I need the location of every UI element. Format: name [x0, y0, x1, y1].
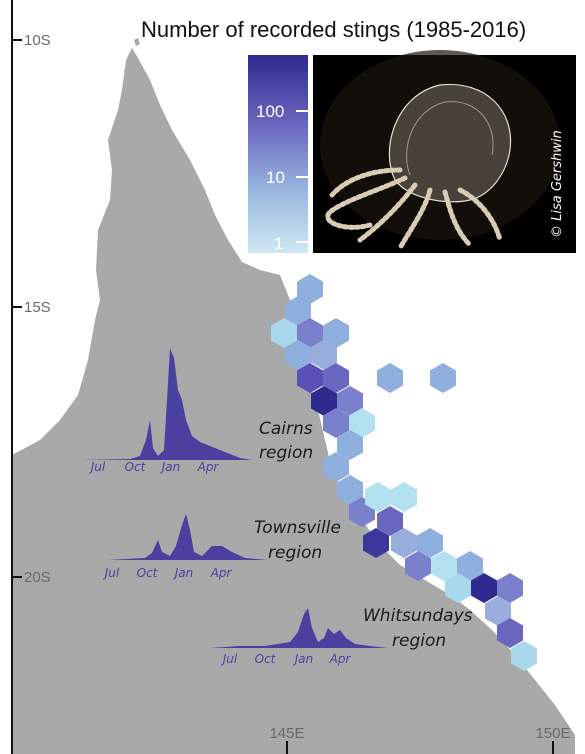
sting-hexbin: [511, 641, 537, 671]
townsville-month-jul: Jul: [103, 566, 120, 580]
legend-label-100: 100: [256, 102, 284, 121]
sting-hexbin: [323, 318, 349, 348]
sting-hexbin: [391, 528, 417, 558]
whitsundays-region-label-line2: region: [392, 631, 446, 651]
photo-glow: [320, 50, 560, 240]
sting-hexbin: [431, 551, 457, 581]
sting-hexbin: [349, 408, 375, 438]
sting-hexbin: [337, 475, 363, 505]
townsville-region-label: Townsville: [254, 518, 341, 538]
townsville-month-apr: Apr: [210, 566, 233, 580]
sting-hexbin: [323, 363, 349, 393]
sting-hexbin: [377, 506, 403, 536]
sting-hexbin: [497, 618, 523, 648]
sting-hexbin: [391, 482, 417, 512]
whitsundays-month-oct: Oct: [255, 652, 277, 666]
cairns-region-label: Cairns: [259, 419, 313, 439]
townsville-seasonality: Jul Oct Jan Apr Townsville region: [103, 514, 341, 580]
legend-colorbar: [248, 55, 308, 253]
cairns-month-jul: Jul: [89, 460, 106, 474]
sting-hexbin: [337, 430, 363, 460]
sting-hexbin: [497, 573, 523, 603]
sting-hexbin: [297, 318, 323, 348]
whitsundays-seasonality: Jul Oct Jan Apr Whitsundays region: [210, 606, 473, 666]
lat-label-10s: 10S: [24, 32, 51, 49]
sting-hexbin: [311, 340, 337, 370]
townsville-month-oct: Oct: [137, 566, 159, 580]
sting-hexbin: [405, 551, 431, 581]
whitsundays-region-label: Whitsundays: [363, 606, 473, 626]
sting-hexbins: [271, 274, 537, 671]
jellyfish-photo: © Lisa Gershwin: [313, 50, 576, 253]
lon-label-150e: 150E: [535, 725, 570, 742]
jellyfish-tentacles: [325, 167, 503, 251]
cairns-density-curve: [82, 348, 252, 460]
townsville-month-jan: Jan: [173, 566, 194, 580]
sting-hexbin: [430, 363, 456, 393]
whitsundays-month-jul: Jul: [221, 652, 238, 666]
island: [134, 38, 140, 46]
island: [124, 66, 132, 78]
sting-hexbin: [417, 528, 443, 558]
cairns-month-oct: Oct: [125, 460, 147, 474]
whitsundays-month-jan: Jan: [293, 652, 314, 666]
sting-hexbin: [297, 274, 323, 304]
sting-hexbin: [485, 596, 511, 626]
cairns-seasonality: Jul Oct Jan Apr Cairns region: [82, 348, 313, 474]
townsville-density-curve: [108, 514, 268, 560]
sting-hexbin: [297, 363, 323, 393]
map-title: Number of recorded stings (1985-2016): [141, 17, 526, 42]
townsville-region-label-line2: region: [268, 543, 322, 563]
whitsundays-month-apr: Apr: [329, 652, 352, 666]
cairns-month-jan: Jan: [160, 460, 181, 474]
lat-label-20s: 20S: [24, 569, 51, 586]
lat-label-15s: 15S: [24, 299, 51, 316]
sting-hexbin: [311, 386, 337, 416]
land-mass: [12, 48, 575, 754]
sting-hexbin: [377, 363, 403, 393]
lon-label-145e: 145E: [269, 725, 304, 742]
jellyfish-bell: [388, 83, 512, 203]
sting-hexbin: [285, 340, 311, 370]
cairns-region-label-line2: region: [259, 443, 313, 463]
sting-hexbin: [471, 573, 497, 603]
photo-credit: © Lisa Gershwin: [550, 130, 565, 238]
sting-hexbin: [445, 573, 471, 603]
sting-hexbin: [363, 528, 389, 558]
cairns-month-apr: Apr: [197, 460, 220, 474]
sting-hexbin: [457, 551, 483, 581]
legend-label-1: 1: [274, 234, 283, 253]
sting-hexbin: [285, 296, 311, 326]
sting-hexbin: [323, 452, 349, 482]
whitsundays-density-curve: [210, 608, 388, 648]
jellyfish-bell-inner: [406, 101, 494, 176]
legend-label-10: 10: [266, 168, 285, 187]
sting-hexbin: [323, 408, 349, 438]
sting-hexbin: [337, 386, 363, 416]
sting-hexbin: [365, 482, 391, 512]
sting-hexbin: [271, 318, 297, 348]
